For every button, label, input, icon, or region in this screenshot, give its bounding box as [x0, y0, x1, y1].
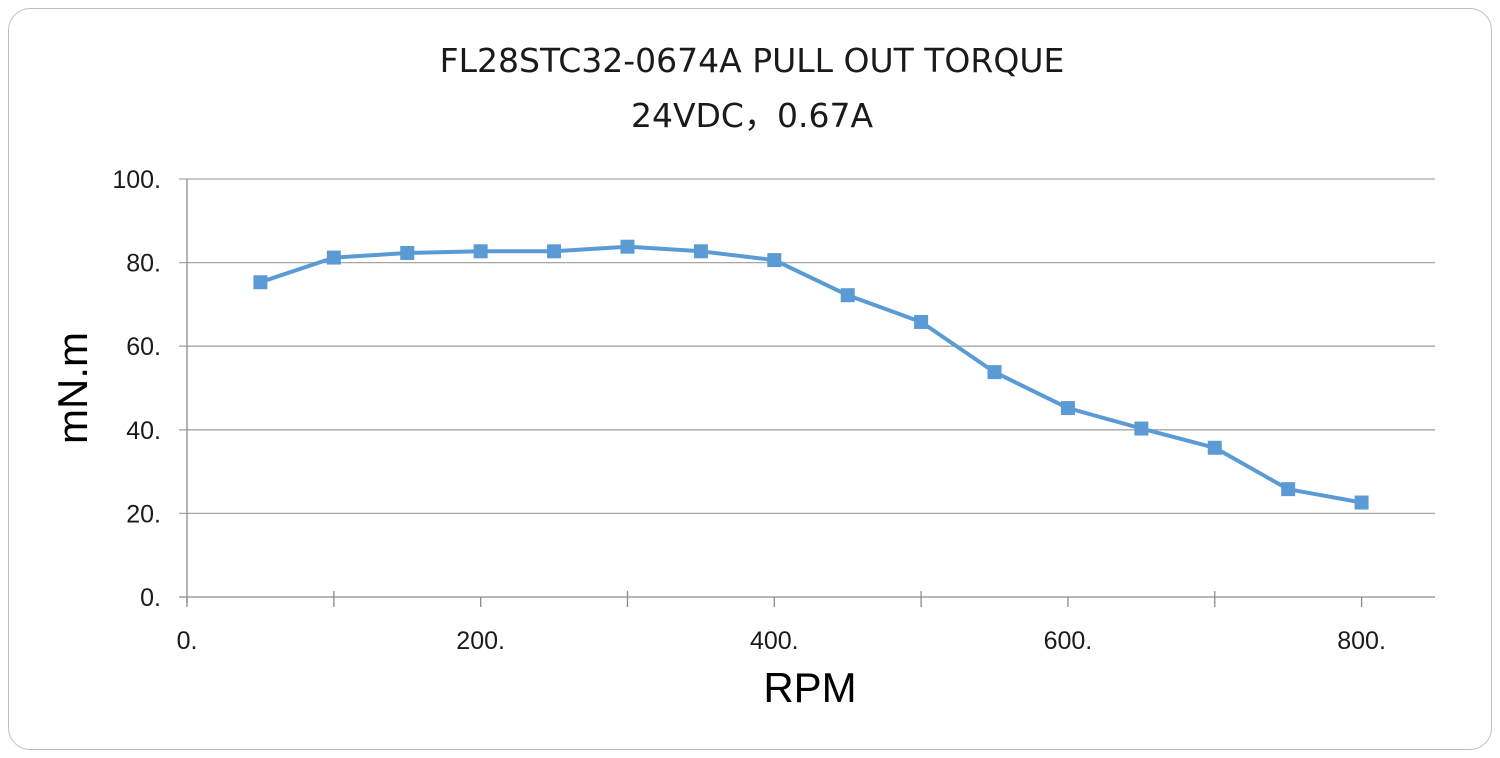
series-layer: [253, 239, 1369, 510]
series-line: [258, 244, 1364, 505]
data-point: [1354, 495, 1369, 510]
data-point: [547, 244, 562, 259]
x-axis-label: RPM: [763, 664, 856, 711]
y-axis-label: mN.m: [49, 332, 96, 444]
y-tick-label: 60.: [126, 333, 161, 361]
chart-subtitle: 24VDC，0.67A: [631, 96, 873, 135]
chart-title: FL28STC32-0674A PULL OUT TORQUE: [440, 41, 1065, 80]
x-tick-label: 600.: [1044, 627, 1093, 655]
x-tick-label: 0.: [177, 627, 198, 655]
chart-frame: [8, 8, 1492, 750]
data-point: [767, 253, 782, 268]
data-point: [1207, 440, 1222, 455]
y-tick-label: 80.: [126, 250, 161, 278]
data-point: [400, 245, 415, 260]
data-point: [1060, 401, 1075, 416]
data-point: [253, 275, 268, 290]
data-point: [693, 244, 708, 259]
y-tick-label: 20.: [126, 500, 161, 528]
data-point: [840, 288, 855, 303]
x-tick-label: 200.: [456, 627, 505, 655]
axes: [179, 179, 1435, 607]
data-point: [987, 365, 1002, 380]
data-point: [1281, 482, 1296, 497]
data-point: [914, 314, 929, 329]
tick-labels: 0. 20. 40. 60. 80. 100. 0. 200. 400. 600. 800.: [112, 166, 1386, 655]
x-tick-label: 800.: [1337, 627, 1386, 655]
y-tick-label: 0.: [140, 584, 161, 612]
data-point: [473, 244, 488, 259]
data-point: [620, 239, 635, 254]
grid-lines: [179, 178, 1435, 515]
data-point: [1134, 421, 1149, 436]
y-tick-label: 40.: [126, 417, 161, 445]
data-point: [326, 250, 341, 265]
x-tick-label: 400.: [750, 627, 799, 655]
y-tick-label: 100.: [112, 166, 161, 194]
